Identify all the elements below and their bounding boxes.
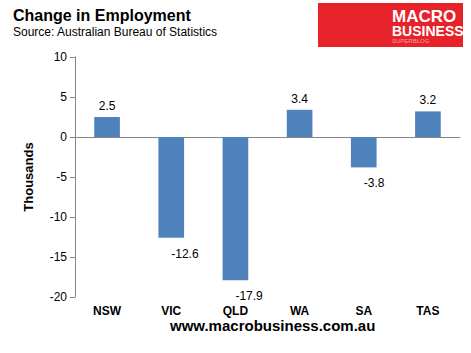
svg-text:-12.6: -12.6 [171,247,199,261]
svg-text:-3.8: -3.8 [364,176,385,190]
svg-text:10: 10 [54,50,68,64]
svg-text:SA: SA [355,304,372,318]
svg-text:-5: -5 [56,170,67,184]
svg-text:-20: -20 [50,290,68,304]
svg-text:5: 5 [60,90,67,104]
svg-text:Source: Australian Bureau of S: Source: Australian Bureau of Statistics [13,25,217,39]
svg-text:0: 0 [60,130,67,144]
svg-text:www.macrobusiness.com.au: www.macrobusiness.com.au [169,317,375,334]
svg-text:-17.9: -17.9 [235,289,263,303]
svg-text:VIC: VIC [161,304,181,318]
svg-text:QLD: QLD [223,304,249,318]
svg-text:TAS: TAS [416,304,439,318]
svg-text:-15: -15 [50,250,68,264]
svg-text:2.5: 2.5 [99,99,116,113]
svg-text:3.4: 3.4 [291,92,308,106]
svg-text:MACRO: MACRO [392,7,457,26]
svg-text:BUSINESS: BUSINESS [392,23,464,39]
svg-text:-10: -10 [50,210,68,224]
svg-text:NSW: NSW [93,304,122,318]
svg-text:Change in Employment: Change in Employment [13,7,191,24]
svg-text:SUPERBLOG: SUPERBLOG [392,38,430,44]
svg-text:3.2: 3.2 [420,93,437,107]
svg-text:Thousands: Thousands [21,142,36,211]
svg-text:WA: WA [290,304,310,318]
